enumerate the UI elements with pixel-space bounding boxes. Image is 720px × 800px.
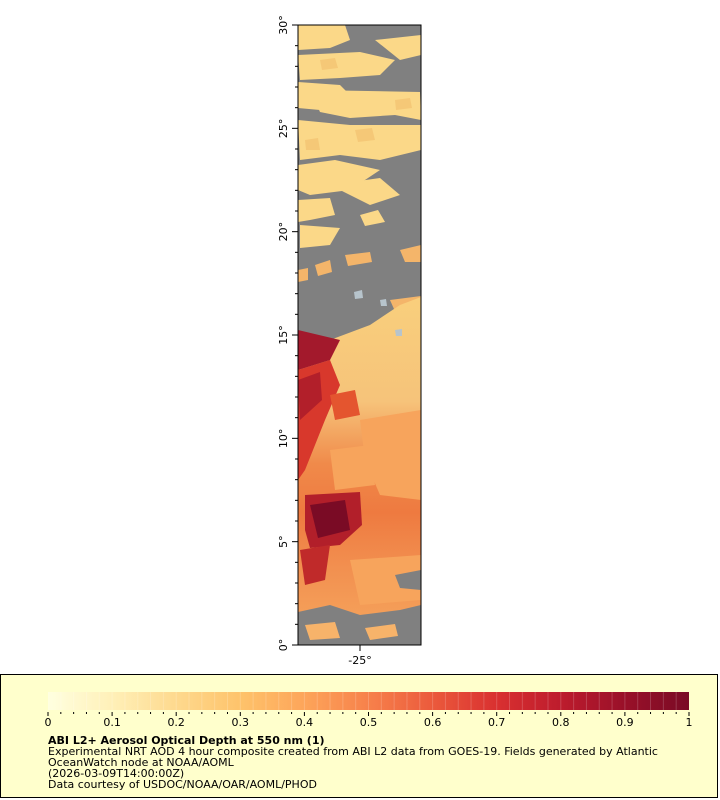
colorbar-tick-label: 0.6 bbox=[424, 716, 442, 729]
lat-tick-label: 15° bbox=[277, 325, 290, 345]
colorbar-tick-label: 0.2 bbox=[167, 716, 185, 729]
colorbar-tick-label: 0.4 bbox=[296, 716, 314, 729]
mid-aod-regions bbox=[330, 410, 421, 605]
low-aod-speckle bbox=[305, 58, 412, 150]
high-aod-cores bbox=[298, 330, 362, 585]
colorbar-tick-label: 0.9 bbox=[616, 716, 634, 729]
lat-tick-label: 20° bbox=[277, 222, 290, 242]
colorbar-gradient bbox=[48, 692, 689, 710]
colorbar-tick-label: 0.3 bbox=[232, 716, 250, 729]
legend-credit: Data courtesy of USDOC/NOAA/OAR/AOML/PHO… bbox=[48, 778, 317, 791]
lon-tick-label: -25° bbox=[348, 654, 371, 667]
colorbar-tick-label: 1 bbox=[686, 716, 693, 729]
colorbar: 0 0.1 0.2 0.3 0.4 0.5 0.6 0.7 0.8 0.9 1 bbox=[45, 692, 693, 729]
lat-tick-label: 30° bbox=[277, 15, 290, 35]
colorbar-tick-label: 0.5 bbox=[360, 716, 378, 729]
legend-timestamp: (2026-03-09T14:00:00Z) bbox=[48, 767, 185, 780]
legend-panel: 0 0.1 0.2 0.3 0.4 0.5 0.6 0.7 0.8 0.9 1 ABI L2+ Ae… bbox=[0, 674, 718, 798]
legend-description-line1: Experimental NRT AOD 4 hour composite cr… bbox=[48, 745, 658, 758]
aod-field bbox=[298, 25, 421, 645]
lat-tick-label: 0° bbox=[277, 639, 290, 652]
aod-map: 0° 5° 10° 15° 20° 25° 30° -25° bbox=[277, 15, 422, 667]
colorbar-tick-label: 0 bbox=[45, 716, 52, 729]
latitude-axis: 0° 5° 10° 15° 20° 25° 30° bbox=[277, 15, 298, 651]
lat-tick-label: 25° bbox=[277, 119, 290, 139]
lat-tick-label: 5° bbox=[277, 535, 290, 548]
legend-title: ABI L2+ Aerosol Optical Depth at 550 nm … bbox=[48, 734, 325, 747]
colorbar-tick-label: 0.8 bbox=[552, 716, 570, 729]
legend-description-line2: OceanWatch node at NOAA/AOML bbox=[48, 756, 234, 769]
southern-patches bbox=[305, 622, 398, 640]
map-area: 0° 5° 10° 15° 20° 25° 30° -25° bbox=[277, 15, 422, 667]
colorbar-tick-label: 0.1 bbox=[103, 716, 121, 729]
lat-tick-label: 10° bbox=[277, 429, 290, 449]
colorbar-tick-label: 0.7 bbox=[488, 716, 506, 729]
longitude-axis: -25° bbox=[348, 645, 372, 667]
mask-artifacts bbox=[354, 290, 402, 336]
